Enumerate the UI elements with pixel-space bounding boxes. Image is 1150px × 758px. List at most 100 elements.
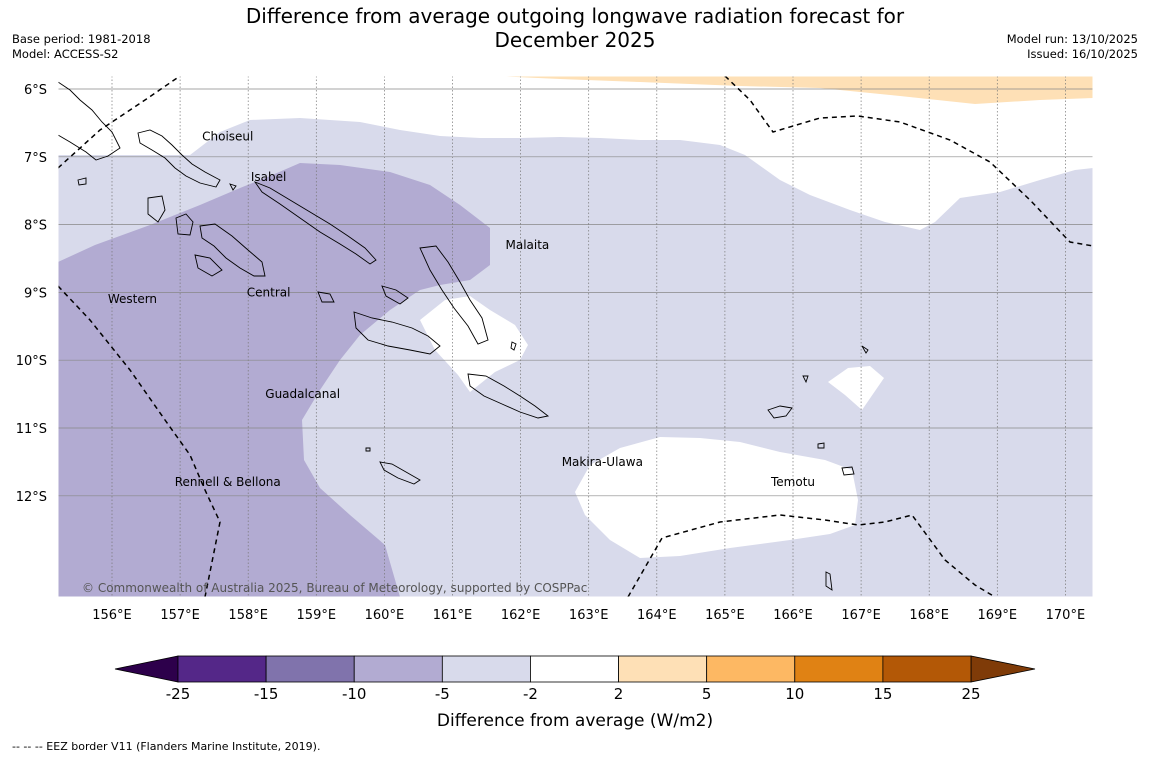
province-label: Isabel bbox=[251, 170, 286, 184]
longitude-labels: 156°E 157°E 158°E 159°E 160°E 161°E 162°E 163°E… bbox=[92, 608, 1085, 623]
eez-line-nw bbox=[58, 76, 181, 169]
lat-label: 6°S bbox=[24, 83, 47, 98]
colorbar-tick: 2 bbox=[614, 685, 624, 703]
province-label: Western bbox=[108, 292, 157, 306]
coast-russell-is bbox=[381, 285, 409, 305]
coast-ulawa bbox=[510, 341, 517, 351]
province-label: Central bbox=[247, 285, 291, 299]
base-period: Base period: 1981-2018 bbox=[12, 32, 151, 46]
lon-label: 161°E bbox=[433, 608, 473, 623]
colorbar-segment bbox=[882, 655, 972, 683]
graticule bbox=[58, 76, 1093, 597]
model-run: Model run: 13/10/2025 bbox=[1006, 32, 1138, 46]
eez-legend: -- -- -- EEZ border V11 (Flanders Marine… bbox=[12, 740, 321, 753]
coast-new-georgia-b bbox=[199, 223, 266, 277]
coast-malaita bbox=[419, 245, 489, 345]
province-label: Temotu bbox=[770, 475, 815, 489]
lon-label: 165°E bbox=[705, 608, 745, 623]
lon-label: 160°E bbox=[365, 608, 405, 623]
coast-duff-is bbox=[861, 345, 869, 354]
coast-anuta bbox=[825, 571, 833, 591]
lon-label: 157°E bbox=[160, 608, 200, 623]
colorbar-over-arrow bbox=[970, 655, 1036, 683]
lon-label: 169°E bbox=[978, 608, 1018, 623]
lon-label: 168°E bbox=[909, 608, 949, 623]
colorbar-tick: -10 bbox=[342, 685, 367, 703]
colorbar-segment bbox=[794, 655, 884, 683]
colorbar-tick: -15 bbox=[254, 685, 279, 703]
coast-bougainville bbox=[58, 81, 121, 161]
lat-label: 10°S bbox=[16, 354, 47, 369]
coast-rennell bbox=[379, 461, 421, 485]
lon-label: 167°E bbox=[841, 608, 881, 623]
colorbar-segment bbox=[177, 655, 267, 683]
model-name: Model: ACCESS-S2 bbox=[12, 47, 119, 61]
colorbar-segment bbox=[618, 655, 708, 683]
colorbar-tick: -2 bbox=[523, 685, 538, 703]
lon-label: 164°E bbox=[637, 608, 677, 623]
lat-label: 11°S bbox=[16, 422, 47, 437]
lat-label: 9°S bbox=[24, 286, 47, 301]
lon-label: 159°E bbox=[297, 608, 337, 623]
eez-borders bbox=[58, 76, 1093, 597]
eez-line-w bbox=[58, 285, 221, 597]
colorbar-segment bbox=[530, 655, 619, 683]
coast-reef-is bbox=[802, 375, 809, 384]
coastlines bbox=[58, 81, 869, 591]
lon-label: 162°E bbox=[501, 608, 541, 623]
map-figure: © Commonwealth of Australia 2025, Bureau… bbox=[16, 75, 1094, 731]
map-frame bbox=[57, 75, 1094, 598]
coast-guadalcanal bbox=[353, 311, 441, 355]
colorbar-tick: 15 bbox=[873, 685, 892, 703]
coast-new-georgia-a bbox=[147, 195, 166, 223]
coast-rendova bbox=[194, 254, 223, 277]
coast-florida-is bbox=[317, 291, 335, 303]
colorbar-tick: -25 bbox=[166, 685, 191, 703]
field-white-north bbox=[58, 76, 1093, 230]
lat-label: 7°S bbox=[24, 151, 47, 166]
field-white-east bbox=[828, 366, 884, 410]
title-line-2: December 2025 bbox=[494, 28, 656, 52]
field-purple-west bbox=[58, 163, 490, 597]
field-orange-north bbox=[495, 76, 1093, 104]
lon-label: 156°E bbox=[92, 608, 132, 623]
coast-choiseul bbox=[137, 129, 221, 188]
issued-date: Issued: 16/10/2025 bbox=[1027, 47, 1138, 61]
colorbar-tick: 5 bbox=[702, 685, 712, 703]
colorbar-title: Difference from average (W/m2) bbox=[437, 711, 713, 731]
colorbar: -25 -15 -10 -5 -2 2 5 10 15 25 bbox=[114, 655, 1036, 703]
latitude-labels: 6°S 7°S 8°S 9°S 10°S 11°S 12°S bbox=[16, 83, 47, 505]
coast-utupua bbox=[817, 442, 825, 449]
colorbar-segment bbox=[441, 655, 531, 683]
coast-bellona bbox=[365, 447, 371, 452]
province-label: Rennell & Bellona bbox=[175, 475, 281, 489]
lon-label: 170°E bbox=[1046, 608, 1086, 623]
province-labels: Choiseul Isabel Malaita Western Central Guada… bbox=[108, 129, 815, 489]
coast-vanikoro bbox=[841, 466, 855, 476]
colorbar-segment bbox=[353, 655, 443, 683]
field-white-south bbox=[575, 437, 858, 558]
province-label: Malaita bbox=[506, 238, 550, 252]
coast-kolombangara bbox=[175, 213, 194, 236]
coast-isabel bbox=[253, 181, 377, 265]
field-white-center bbox=[420, 296, 528, 392]
colorbar-tick: -5 bbox=[435, 685, 450, 703]
lon-label: 163°E bbox=[569, 608, 609, 623]
province-label: Guadalcanal bbox=[265, 387, 340, 401]
colorbar-segment bbox=[706, 655, 796, 683]
province-label: Makira-Ulawa bbox=[562, 455, 643, 469]
lon-label: 166°E bbox=[773, 608, 813, 623]
coast-makira bbox=[467, 373, 550, 419]
lon-label: 158°E bbox=[228, 608, 268, 623]
chart-title: Difference from average outgoing longwav… bbox=[230, 4, 920, 52]
eez-line-s bbox=[627, 514, 996, 597]
coast-santa-cruz bbox=[767, 405, 793, 419]
colorbar-tick: 25 bbox=[961, 685, 980, 703]
province-label: Choiseul bbox=[202, 129, 253, 143]
coast-islet-2 bbox=[229, 183, 237, 191]
colorbar-under-arrow bbox=[114, 655, 179, 683]
meta-left: Base period: 1981-2018 Model: ACCESS-S2 bbox=[12, 32, 151, 62]
meta-right: Model run: 13/10/2025 Issued: 16/10/2025 bbox=[1007, 32, 1138, 62]
colorbar-segment bbox=[265, 655, 355, 683]
colorbar-tick: 10 bbox=[785, 685, 804, 703]
